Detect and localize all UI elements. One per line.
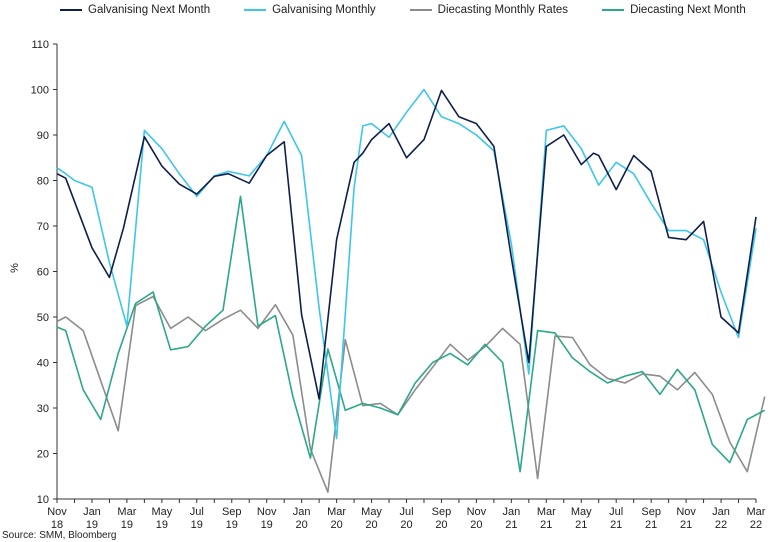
x-tick-label-month: Nov (257, 506, 277, 518)
x-tick-label-year: 20 (400, 519, 412, 531)
x-tick-label-month: May (361, 506, 382, 518)
y-tick-label: 30 (37, 403, 49, 415)
x-tick-label-month: Mar (327, 506, 346, 518)
x-tick-label-year: 20 (435, 519, 447, 531)
x-tick-label-month: Nov (47, 506, 67, 518)
series-line-galvanising-next-month (56, 89, 757, 400)
y-tick-label: 70 (37, 221, 49, 233)
x-tick-label-year: 21 (680, 519, 692, 531)
y-tick-label: 90 (37, 130, 49, 142)
y-tick-label: 20 (37, 449, 49, 461)
source-note: Source: SMM, Bloomberg (2, 530, 117, 541)
legend-item: Diecasting Monthly Rates (409, 4, 569, 16)
legend-label: Galvanising Monthly (272, 4, 376, 16)
series-line-galvanising-monthly (56, 88, 757, 440)
x-tick-label-month: Sep (432, 506, 452, 518)
y-tick-label: 40 (37, 358, 49, 370)
x-tick-label-month: Jan (83, 506, 101, 518)
series-lines (56, 88, 766, 494)
legend-label: Diecasting Monthly Rates (437, 4, 569, 16)
x-tick-label-year: 21 (575, 519, 587, 531)
x-tick-label-month: May (571, 506, 592, 518)
x-tick-label-year: 21 (610, 519, 622, 531)
x-tick-label-month: Jul (190, 506, 204, 518)
x-tick-label-month: May (151, 506, 172, 518)
x-tick-label-year: 20 (470, 519, 482, 531)
legend-item: Galvanising Monthly (244, 4, 376, 16)
x-tick-label-year: 21 (645, 519, 657, 531)
x-tick-label-year: 19 (261, 519, 273, 531)
x-tick-label-year: 20 (330, 519, 342, 531)
x-tick-label-month: Mar (537, 506, 556, 518)
x-tick-label-month: Jul (609, 506, 623, 518)
y-tick-label: 60 (37, 267, 49, 279)
x-tick-label-year: 22 (750, 519, 762, 531)
legend-item: Galvanising Next Month (60, 4, 210, 16)
x-tick-label-year: 19 (121, 519, 133, 531)
x-tick-label-year: 19 (156, 519, 168, 531)
x-tick-label-year: 20 (365, 519, 377, 531)
x-tick-label-year: 20 (296, 519, 308, 531)
legend-item: Diecasting Next Month (602, 4, 746, 16)
x-tick-label-month: Mar (117, 506, 136, 518)
legend-swatch (60, 9, 82, 11)
y-tick-label: 50 (37, 312, 49, 324)
y-tick-label: 100 (31, 85, 49, 97)
x-tick-label-year: 22 (715, 519, 727, 531)
x-tick-label-year: 18 (51, 519, 63, 531)
legend-swatch (244, 9, 267, 11)
x-tick-label-month: Jan (502, 506, 520, 518)
x-tick-label-month: Sep (222, 506, 242, 518)
series-line-diecasting-next-month (56, 195, 766, 473)
x-tick-label-year: 19 (226, 519, 238, 531)
legend-swatch (409, 9, 432, 11)
x-tick-label-month: Nov (676, 506, 696, 518)
y-tick-label: 110 (31, 39, 49, 51)
x-tick-label-year: 21 (505, 519, 517, 531)
x-tick-label-year: 19 (86, 519, 98, 531)
x-tick-label-year: 19 (191, 519, 203, 531)
axes: 102030405060708090100110Nov18Jan19Mar19M… (31, 39, 766, 531)
x-tick-label-month: Mar (747, 506, 766, 518)
x-tick-label-month: Nov (467, 506, 487, 518)
x-tick-label-month: Sep (641, 506, 661, 518)
x-tick-label-month: Jan (293, 506, 311, 518)
x-tick-label-year: 21 (540, 519, 552, 531)
y-axis-label: % (8, 263, 21, 273)
legend-swatch (602, 9, 625, 11)
legend: Galvanising Next Month Galvanising Monthl… (60, 4, 746, 16)
y-tick-label: 80 (37, 176, 49, 188)
x-tick-label-month: Jan (712, 506, 730, 518)
x-tick-label-month: Jul (399, 506, 413, 518)
legend-label: Diecasting Next Month (630, 4, 746, 16)
legend-label: Galvanising Next Month (88, 4, 211, 16)
y-tick-label: 10 (37, 494, 49, 506)
